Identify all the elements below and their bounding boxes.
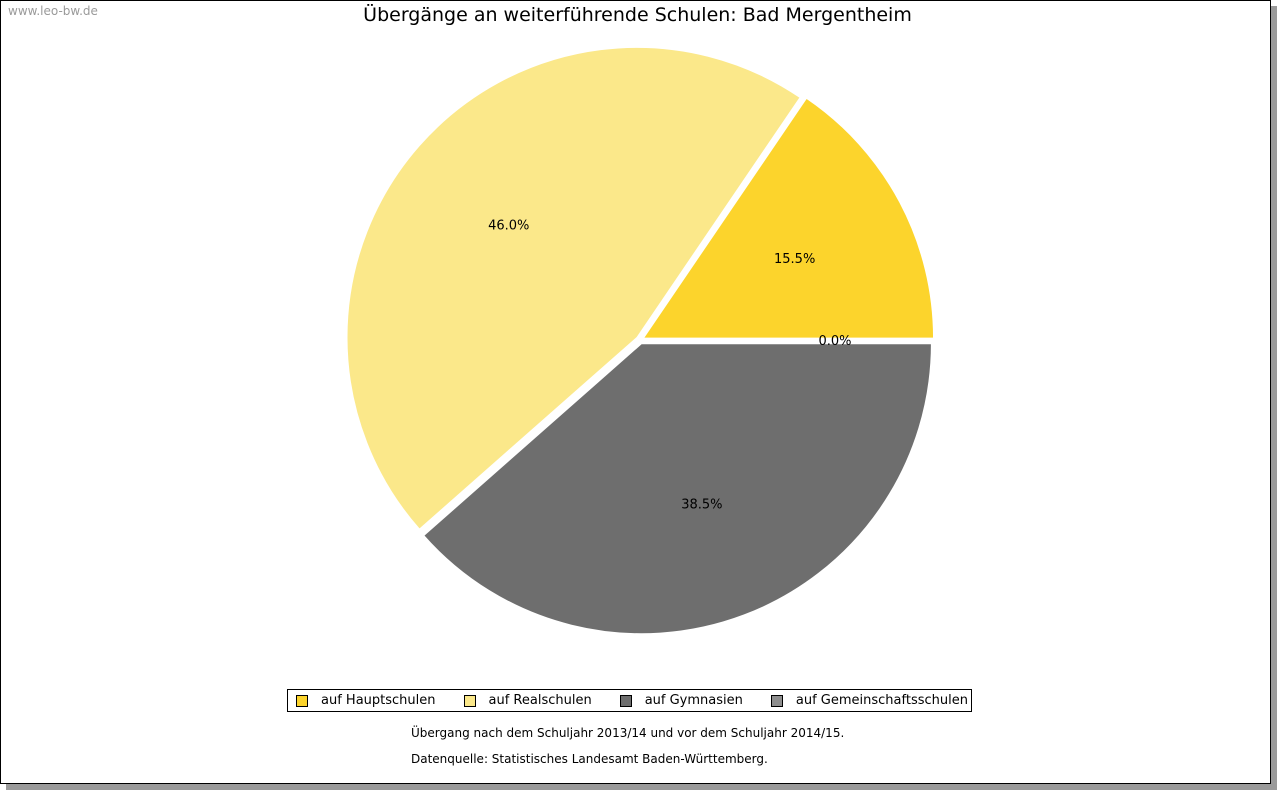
source-note: Datenquelle: Statistisches Landesamt Bad… bbox=[411, 752, 768, 766]
legend-item-gemeinschaftsschulen: auf Gemeinschaftsschulen bbox=[770, 693, 968, 708]
chart-title: Übergänge an weiterführende Schulen: Bad… bbox=[363, 4, 912, 26]
legend-item-realschulen: auf Realschulen bbox=[463, 693, 592, 708]
pie-slice-gymnasien bbox=[423, 343, 932, 635]
legend-label: auf Gymnasien bbox=[644, 693, 743, 708]
legend-item-hauptschulen: auf Hauptschulen bbox=[296, 693, 436, 708]
pie-slice-realschulen bbox=[346, 46, 801, 530]
legend-item-gymnasien: auf Gymnasien bbox=[619, 693, 743, 708]
data-label-gemeinschaftsschulen: 0.0% bbox=[818, 334, 851, 349]
legend: auf Hauptschulen auf Realschulen auf Gym… bbox=[287, 689, 972, 712]
data-label-realschulen: 46.0% bbox=[488, 218, 529, 233]
pie-slice-hauptschulen bbox=[642, 97, 935, 339]
legend-label: auf Gemeinschaftsschulen bbox=[795, 693, 968, 708]
legend-label: auf Realschulen bbox=[488, 693, 592, 708]
legend-swatch bbox=[296, 694, 308, 707]
legend-swatch bbox=[770, 694, 783, 707]
period-note: Übergang nach dem Schuljahr 2013/14 und … bbox=[411, 726, 845, 740]
data-label-gymnasien: 38.5% bbox=[681, 498, 722, 513]
legend-label: auf Hauptschulen bbox=[321, 693, 436, 708]
data-label-hauptschulen: 15.5% bbox=[774, 252, 815, 267]
legend-swatch bbox=[619, 694, 632, 707]
legend-swatch bbox=[463, 694, 476, 707]
watermark: www.leo-bw.de bbox=[8, 4, 98, 18]
